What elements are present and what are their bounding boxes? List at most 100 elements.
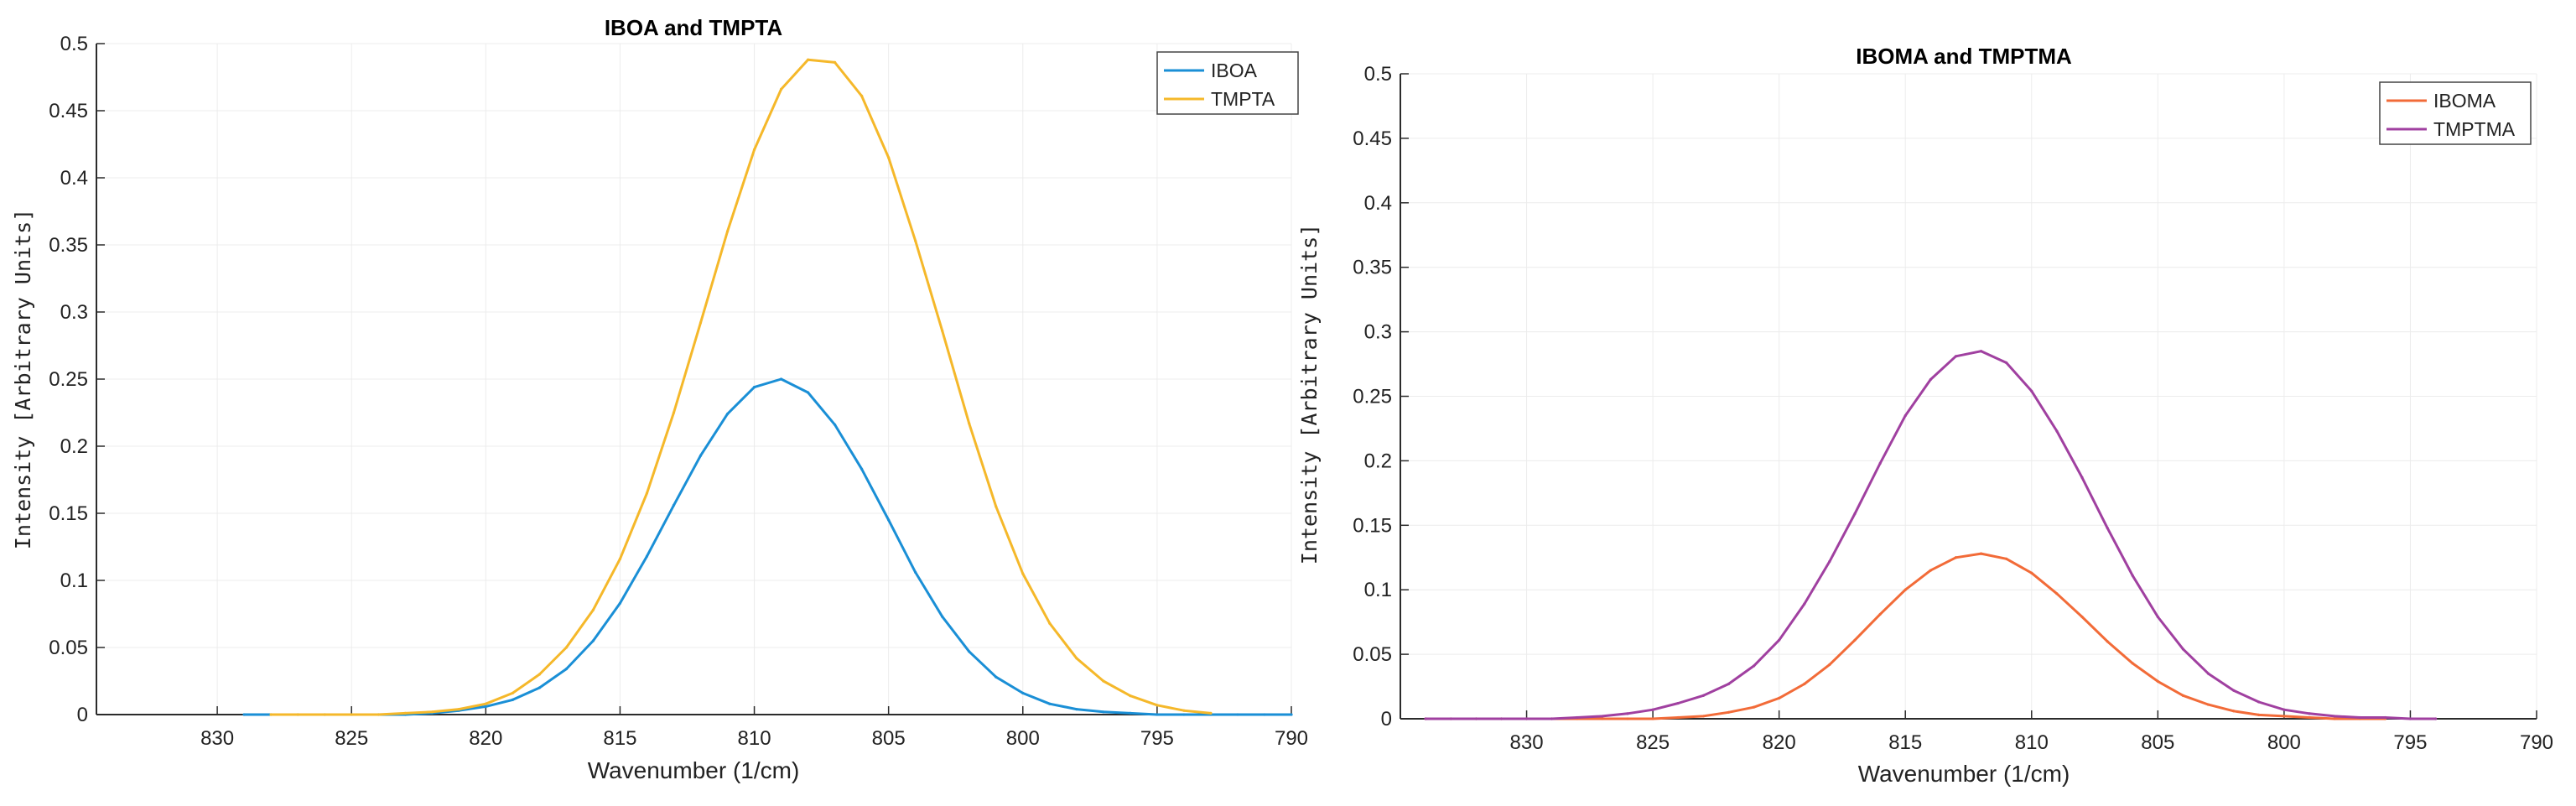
x-axis-label: Wavenumber (1/cm) [588,757,800,783]
data-point-tmptma [1449,717,1452,720]
data-point-tmptma [2055,429,2059,433]
data-point-iboma [2333,717,2336,720]
legend-box [2379,81,2532,145]
data-point-tmptma [2030,389,2033,393]
x-tick-label: 825 [335,727,368,750]
data-point-iboma [2206,703,2210,706]
data-point-iboma [1929,569,1932,572]
y-tick-label: 0.4 [60,167,88,190]
x-ticks: 830 825 820 815 810 805 800 795 790 [1510,710,2553,754]
data-point-tmptma [2181,647,2185,651]
data-point-tmptma [2257,700,2261,704]
x-tick-label: 815 [603,727,636,750]
x-tick-label: 795 [2393,731,2427,754]
y-tick-label: 0.25 [1353,386,1392,408]
gridlines [96,43,1292,715]
data-point-iboa [1236,713,1239,716]
data-point-iboma [1803,682,1806,686]
data-point-tmptma [1601,715,1604,718]
data-point-iboa [1156,713,1159,716]
data-point-iboma [2257,713,2261,716]
data-point-iboa [618,601,622,605]
data-point-iboma [1701,715,1705,718]
data-point-tmptma [1524,717,1529,720]
y-tick-label: 0.3 [1364,321,1392,344]
data-point-tmptma [1499,717,1504,720]
y-tick-label: 0.35 [49,234,88,257]
data-point-iboa [752,386,756,389]
legend-label-tmptma: TMPTMA [2433,118,2516,140]
data-point-tmptma [2232,689,2236,692]
data-point-tmptma [1752,664,1756,668]
data-point-iboa [860,467,864,471]
data-point-tmpta [1182,709,1186,712]
chart-panel-1: 830 825 820 815 810 805 800 795 790 0 0.05 0.1 0.15… [11,15,1308,783]
data-point-iboa [511,698,514,702]
data-point-iboa [242,713,246,716]
y-tick-label: 0.3 [60,301,88,324]
series-line-tmpta [269,58,1213,716]
chart-title: IBOMA and TMPTMA [1856,44,2072,69]
data-point-tmptma [1903,413,1907,418]
data-point-tmpta [350,713,353,716]
data-point-tmptma [1701,694,1705,697]
x-tick-label: 790 [1275,727,1308,750]
data-point-tmpta [914,239,917,242]
data-point-iboma [2080,615,2084,619]
data-point-iboma [2030,571,2033,575]
x-tick-label: 805 [872,727,906,750]
x-tick-label: 820 [469,727,502,750]
data-point-tmptma [2308,712,2311,715]
data-point-tmpta [1048,621,1052,625]
data-point-tmptma [2005,361,2008,365]
data-point-iboa [1290,713,1293,716]
data-point-iboma [1853,638,1857,642]
data-point-iboma [1752,705,1756,709]
x-tick-label: 830 [1510,731,1544,754]
data-point-tmpta [779,87,783,91]
data-point-iboa [914,570,917,575]
data-point-tmpta [484,702,487,705]
data-point-tmpta [645,491,649,495]
data-point-tmptma [2433,717,2438,720]
x-tick-label: 815 [1888,731,1922,754]
data-point-tmpta [887,156,891,159]
data-point-iboma [1727,710,1731,714]
legend-label-tmpta: TMPTA [1211,88,1275,110]
y-axis-label: Intensity [Arbitrary Units] [11,209,35,549]
data-point-tmpta [538,673,541,676]
data-point-iboa [699,454,703,457]
data-point-iboma [2232,710,2236,713]
x-tick-label: 820 [1763,731,1796,754]
data-point-tmptma [2358,715,2361,720]
y-tick-label: 0.4 [1364,192,1392,215]
data-point-iboa [1182,713,1186,716]
x-tick-label: 830 [200,727,234,750]
data-point-tmptma [2080,476,2084,479]
x-tick-label: 825 [1636,731,1670,754]
data-point-tmpta [377,713,380,716]
data-point-tmpta [403,711,407,715]
data-point-iboa [538,686,541,689]
data-point-tmpta [511,691,514,695]
legend-box [1156,51,1299,115]
data-series [242,58,1293,716]
data-point-iboma [1626,717,1629,720]
data-point-tmptma [2106,526,2109,529]
data-point-tmptma [2333,715,2336,718]
data-point-iboma [1828,663,1831,667]
y-tick-label: 0.2 [60,435,88,458]
data-point-iboa [672,503,676,507]
y-tick-label: 0 [1381,708,1392,731]
data-point-iboma [2106,640,2109,643]
y-tick-label: 0.5 [1364,63,1392,86]
gridlines [1400,73,2537,719]
y-ticks: 0 0.05 0.1 0.15 0.2 0.25 0.3 0.35 0.4 0.45 0.5 [49,33,105,726]
data-point-iboa [834,423,837,426]
y-tick-label: 0 [77,704,88,726]
data-point-tmpta [430,710,434,714]
data-point-iboa [779,377,783,381]
data-point-iboa [887,518,891,522]
data-point-iboma [1878,612,1882,616]
data-point-tmptma [1550,717,1554,720]
